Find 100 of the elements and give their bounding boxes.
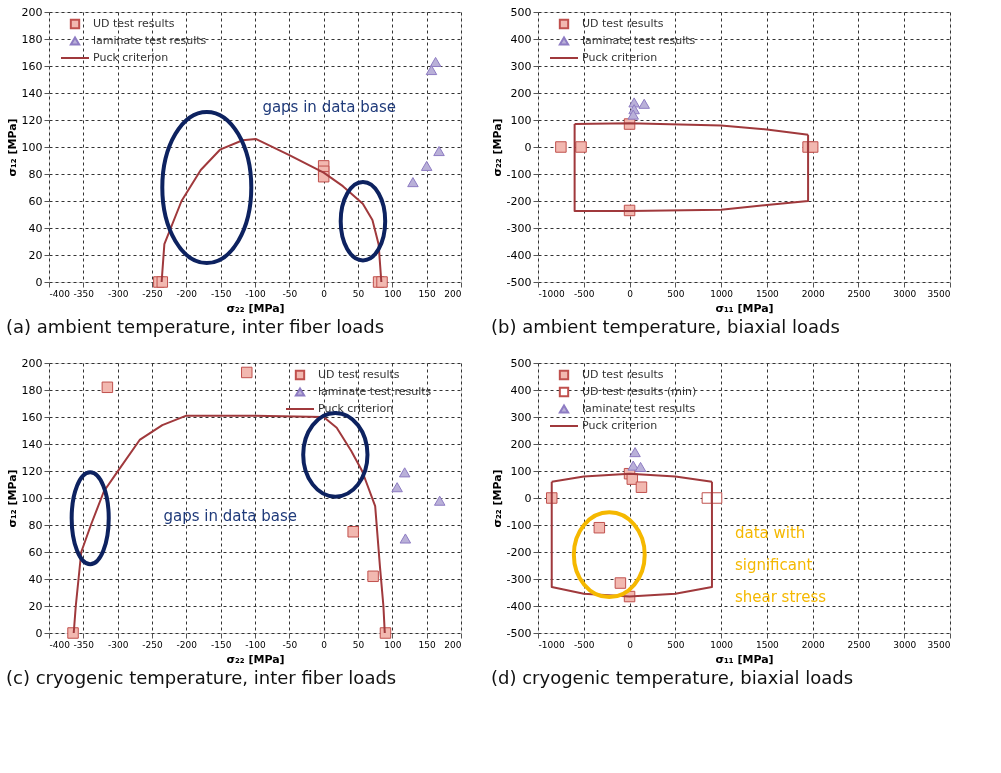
x-axis-title: σ₁₁ [MPa]: [715, 301, 774, 315]
y-tick-label: -500: [506, 275, 532, 289]
x-tick-label: 150: [418, 288, 437, 299]
legend-label: laminate test results: [582, 34, 696, 47]
y-tick-label: 60: [28, 194, 43, 208]
y-tick-label: 100: [510, 464, 532, 478]
x-tick-label: -400: [49, 288, 71, 299]
y-tick-label: -200: [506, 545, 532, 559]
x-tick-label: 200: [444, 639, 462, 650]
x-tick-label: -150: [210, 639, 232, 650]
x-tick-label: 1500: [755, 288, 780, 299]
y-tick-label: -400: [506, 599, 532, 613]
x-axis-title: σ₂₂ [MPa]: [226, 652, 285, 666]
x-tick-label: 2000: [801, 639, 825, 650]
x-tick-label: 500: [667, 639, 685, 650]
x-axis-title: σ₂₂ [MPa]: [226, 301, 285, 315]
x-tick-label: -250: [142, 639, 163, 650]
y-tick-label: 0: [524, 140, 532, 154]
y-tick-label: 200: [21, 356, 43, 370]
y-tick-label: 140: [21, 86, 43, 100]
x-tick-label: -300: [107, 288, 129, 299]
x-axis-title: σ₁₁ [MPa]: [715, 652, 774, 666]
x-tick-label: -50: [282, 639, 298, 650]
x-tick-label: -50: [282, 288, 298, 299]
legend-label: UD test results: [582, 368, 664, 381]
y-axis-title: σ₁₂ [MPa]: [5, 469, 19, 528]
x-tick-label: -300: [107, 639, 129, 650]
x-tick-label: -200: [176, 288, 198, 299]
y-axis-title: σ₁₂ [MPa]: [5, 118, 19, 177]
y-tick-label: 100: [510, 113, 532, 127]
y-tick-label: 40: [28, 572, 43, 586]
y-tick-label: 300: [510, 410, 532, 424]
y-tick-label: 160: [21, 59, 43, 73]
y-tick-label: 400: [510, 32, 532, 46]
x-tick-label: 50: [352, 288, 365, 299]
x-tick-label: 2500: [847, 288, 871, 299]
x-tick-label: 2000: [801, 288, 825, 299]
y-tick-label: 20: [28, 248, 43, 262]
y-tick-label: 200: [510, 86, 532, 100]
y-tick-label: 200: [21, 5, 43, 19]
x-tick-label: 200: [444, 288, 462, 299]
x-tick-label: 0: [627, 288, 634, 299]
y-tick-label: 500: [510, 5, 532, 19]
x-tick-label: 50: [352, 639, 365, 650]
x-tick-label: 1000: [710, 288, 734, 299]
x-tick-label: -350: [73, 288, 95, 299]
x-tick-label: -500: [574, 288, 595, 299]
y-tick-label: 160: [21, 410, 43, 424]
text: (a) ambient temperature, inter fiber loads: [6, 316, 385, 337]
x-tick-label: 100: [384, 639, 402, 650]
x-tick-label: 1000: [710, 639, 734, 650]
y-tick-label: 120: [21, 113, 43, 127]
x-tick-label: -150: [210, 288, 232, 299]
y-tick-label: 180: [21, 32, 43, 46]
y-axis-title: σ₂₂ [MPa]: [490, 469, 504, 528]
y-axis-title: σ₂₂ [MPa]: [490, 118, 504, 177]
y-tick-label: 60: [28, 545, 43, 559]
x-tick-label: 1500: [755, 639, 780, 650]
y-tick-label: -100: [506, 167, 532, 181]
x-tick-label: 0: [321, 288, 328, 299]
legend-label: UD test results: [93, 17, 175, 30]
x-tick-label: 3000: [893, 639, 917, 650]
annotation: gaps in data base: [163, 506, 298, 525]
text: (c) cryogenic temperature, inter fiber loads: [6, 667, 397, 688]
y-tick-label: 120: [21, 464, 43, 478]
x-tick-label: -1000: [538, 639, 565, 650]
y-tick-label: 80: [28, 518, 43, 532]
legend-label: UD test results: [582, 17, 664, 30]
x-tick-label: -1000: [538, 288, 565, 299]
text: (b) ambient temperature, biaxial loads: [491, 316, 840, 337]
y-tick-label: -300: [506, 572, 532, 586]
y-tick-label: 300: [510, 59, 532, 73]
y-tick-label: 0: [35, 275, 43, 289]
text: (d) cryogenic temperature, biaxial loads: [491, 667, 854, 688]
y-tick-label: 100: [21, 140, 43, 154]
y-tick-label: -500: [506, 626, 532, 640]
legend-label: Puck criterion: [582, 51, 658, 64]
y-tick-label: 100: [21, 491, 43, 505]
x-tick-label: -200: [176, 639, 198, 650]
x-tick-label: -100: [245, 288, 266, 299]
x-tick-label: -400: [49, 639, 71, 650]
x-tick-label: 150: [418, 639, 437, 650]
x-tick-label: 100: [384, 288, 402, 299]
y-tick-label: -400: [506, 248, 532, 262]
y-tick-label: 180: [21, 383, 43, 397]
legend-label: laminate test results: [582, 402, 696, 415]
y-tick-label: -200: [506, 194, 532, 208]
y-tick-label: 20: [28, 599, 43, 613]
y-tick-label: -300: [506, 221, 532, 235]
x-tick-label: 0: [321, 639, 328, 650]
x-tick-label: 0: [627, 639, 634, 650]
legend-label: Puck criterion: [582, 419, 658, 432]
y-tick-label: 0: [524, 491, 532, 505]
y-tick-label: 140: [21, 437, 43, 451]
y-tick-label: 400: [510, 383, 532, 397]
annotation: data with significant shear stress: [734, 524, 827, 607]
y-tick-label: 80: [28, 167, 43, 181]
x-tick-label: 3500: [927, 639, 951, 650]
y-tick-label: 500: [510, 356, 532, 370]
x-tick-label: 3000: [893, 288, 917, 299]
